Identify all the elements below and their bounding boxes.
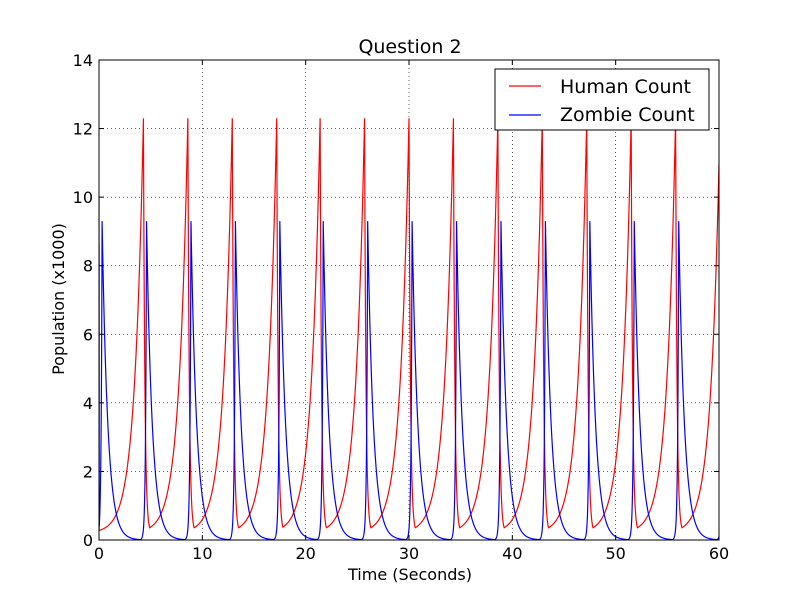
- x-tick-label: 60: [709, 544, 729, 563]
- tick-marks: [98, 59, 720, 541]
- x-tick-label: 40: [502, 544, 522, 563]
- y-tick-label: 8: [83, 257, 93, 276]
- legend-box: [494, 68, 710, 131]
- legend-label-human: Human Count: [560, 76, 691, 98]
- series-line-human-count: [99, 118, 719, 532]
- x-tick-label: 0: [94, 544, 104, 563]
- x-tick-label: 50: [605, 544, 625, 563]
- x-tick-label: 30: [399, 544, 419, 563]
- y-tick-label: 12: [73, 120, 93, 139]
- x-tick-label: 20: [295, 544, 315, 563]
- y-tick-label: 14: [73, 51, 93, 70]
- legend-label-zombie: Zombie Count: [560, 104, 695, 126]
- tick-labels: 0 10 20 30 40 50 60 0 2 4 6 8 10 12 14: [73, 51, 730, 563]
- y-tick-label: 10: [73, 188, 93, 207]
- chart-title: Question 2: [358, 36, 461, 58]
- y-tick-label: 0: [83, 531, 93, 550]
- legend: Human Count Zombie Count: [494, 68, 710, 131]
- y-tick-label: 4: [83, 394, 93, 413]
- y-axis-label: Population (x1000): [49, 223, 68, 375]
- y-tick-label: 2: [83, 462, 93, 481]
- y-tick-label: 6: [83, 325, 93, 344]
- x-tick-label: 10: [192, 544, 212, 563]
- x-axis-label: Time (Seconds): [347, 565, 472, 584]
